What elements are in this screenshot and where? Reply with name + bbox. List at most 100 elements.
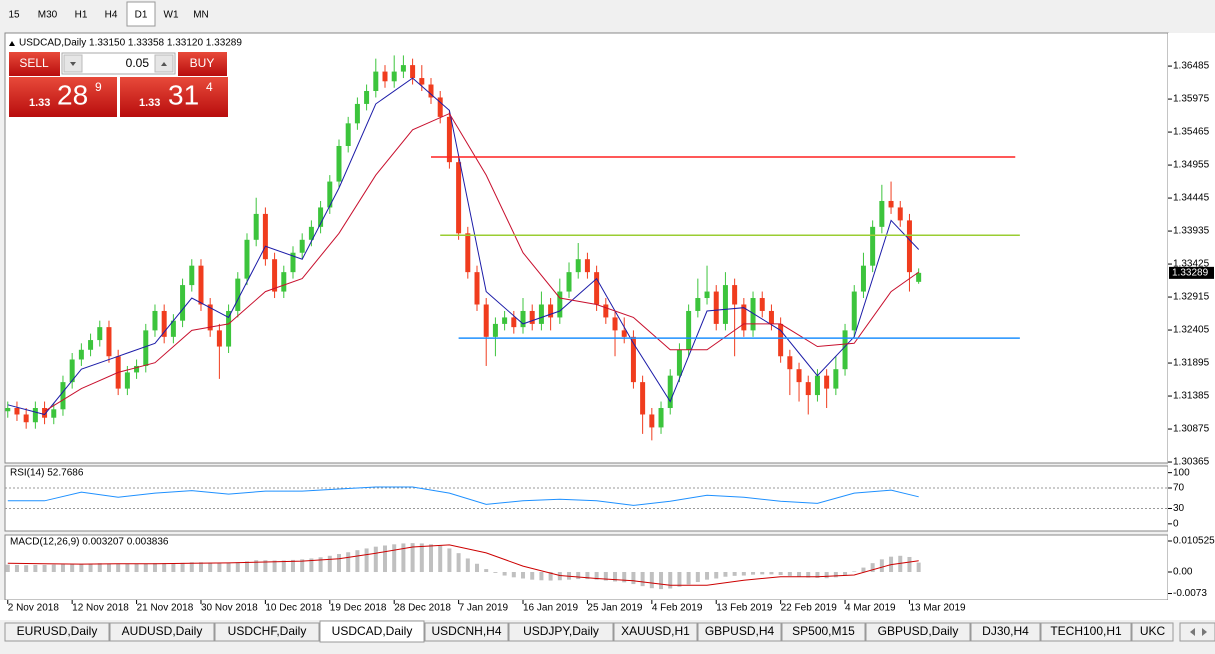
candle-body [170, 320, 176, 337]
candle-body [5, 408, 11, 412]
candle-body [281, 272, 287, 292]
candle-body [584, 259, 590, 273]
candle-body [594, 272, 600, 305]
timeframe-label: W1 [164, 10, 179, 21]
macd-bar [51, 564, 56, 573]
candle-body [502, 317, 508, 324]
chart-tab-label: DJ30,H4 [982, 624, 1029, 638]
timeframe-button[interactable] [157, 2, 185, 26]
chart-tab-label: GBPUSD,Daily [878, 624, 959, 638]
macd-bar [907, 556, 912, 573]
macd-bar [244, 561, 249, 573]
timeframe-button[interactable] [0, 2, 28, 26]
macd-bar [797, 572, 802, 577]
candle-body [364, 90, 370, 104]
y-tick-label: 1.35465 [1173, 127, 1210, 138]
chart-tab[interactable] [214, 622, 320, 642]
macd-bar [778, 572, 783, 575]
macd-bar [346, 552, 351, 573]
macd-bar [714, 572, 719, 579]
y-tick-label: -0.0073 [1173, 588, 1207, 599]
macd-bar [548, 572, 553, 581]
title-arrow [9, 41, 15, 46]
ask-fraction: 4 [206, 80, 213, 94]
candle-body [741, 304, 747, 331]
chart-tab[interactable] [319, 620, 425, 643]
ask-box[interactable] [120, 77, 228, 117]
candle-body [814, 375, 820, 396]
macd-bar [760, 572, 765, 575]
y-tick-label: 1.30365 [1173, 457, 1210, 468]
macd-bar [511, 572, 516, 578]
y-tick-label: 1.31895 [1173, 358, 1210, 369]
chart-tab[interactable] [508, 622, 614, 642]
panel-title: RSI(14) 52.7686 [10, 468, 84, 479]
buy-button[interactable] [178, 52, 227, 76]
macd-bar [695, 572, 700, 583]
chart-tab-label: USDCAD,Daily [332, 624, 413, 638]
macd-bar [5, 564, 10, 573]
candle-body [69, 359, 75, 383]
sell-button[interactable] [9, 52, 60, 76]
candle-body [897, 207, 903, 221]
chart-tab[interactable] [697, 622, 782, 642]
y-tick-label: 1.35975 [1173, 94, 1210, 105]
chart-tab[interactable] [970, 622, 1041, 642]
rsi-line [7, 486, 919, 506]
candle-body [189, 265, 195, 286]
candle-body [640, 382, 646, 415]
candle-body [124, 372, 130, 389]
candle-body [658, 408, 664, 428]
bid-box[interactable] [9, 77, 117, 117]
candle-body [676, 349, 682, 376]
candle-body [750, 298, 756, 331]
timeframe-button[interactable] [187, 2, 215, 26]
candle-body [695, 298, 701, 311]
candle-body [299, 239, 305, 253]
panel-title: MACD(12,26,9) 0.003207 0.003836 [10, 537, 169, 548]
candle-body [134, 365, 140, 373]
chart-tab[interactable] [865, 622, 971, 642]
macd-bar [79, 563, 84, 573]
tab-scroll[interactable] [1179, 622, 1215, 642]
chart-tab[interactable] [4, 622, 110, 642]
candle-body [713, 291, 719, 324]
candle-body [152, 310, 158, 331]
y-tick-label: 1.33425 [1173, 259, 1210, 270]
macd-bar [833, 572, 838, 578]
candle-body [529, 310, 535, 324]
chart-tab[interactable] [613, 622, 698, 642]
candle-body [42, 408, 48, 418]
macd-bar [806, 572, 811, 578]
chart-tab[interactable] [781, 622, 866, 642]
x-tick-label: 12 Nov 2018 [72, 603, 129, 614]
moving-average [44, 112, 919, 412]
candle-body [97, 327, 103, 341]
candle-body [778, 323, 784, 357]
timeframe-button[interactable] [30, 2, 65, 26]
timeframe-button[interactable] [97, 2, 125, 26]
candle-body [557, 291, 563, 318]
timeframe-button[interactable] [67, 2, 95, 26]
macd-bar [484, 569, 489, 573]
candle-body [336, 145, 342, 182]
candle-body [23, 414, 29, 423]
arrow-up [161, 62, 167, 66]
chart-tab[interactable] [424, 622, 509, 642]
macd-bar [576, 572, 581, 580]
candle-body [621, 330, 627, 337]
candle-body [253, 213, 259, 240]
timeframe-button[interactable] [126, 1, 156, 27]
macd-bar [254, 560, 259, 573]
candle-body [14, 408, 20, 415]
candle-body [483, 304, 489, 337]
candle-body [833, 369, 839, 389]
candle-body [474, 272, 480, 305]
candle-body [787, 356, 793, 370]
candle-body [391, 71, 397, 82]
lots-box[interactable] [61, 52, 176, 75]
chart-tab[interactable] [1131, 622, 1174, 642]
chart-tab[interactable] [1040, 622, 1132, 642]
candle-body [511, 317, 517, 328]
chart-tab[interactable] [109, 622, 215, 642]
